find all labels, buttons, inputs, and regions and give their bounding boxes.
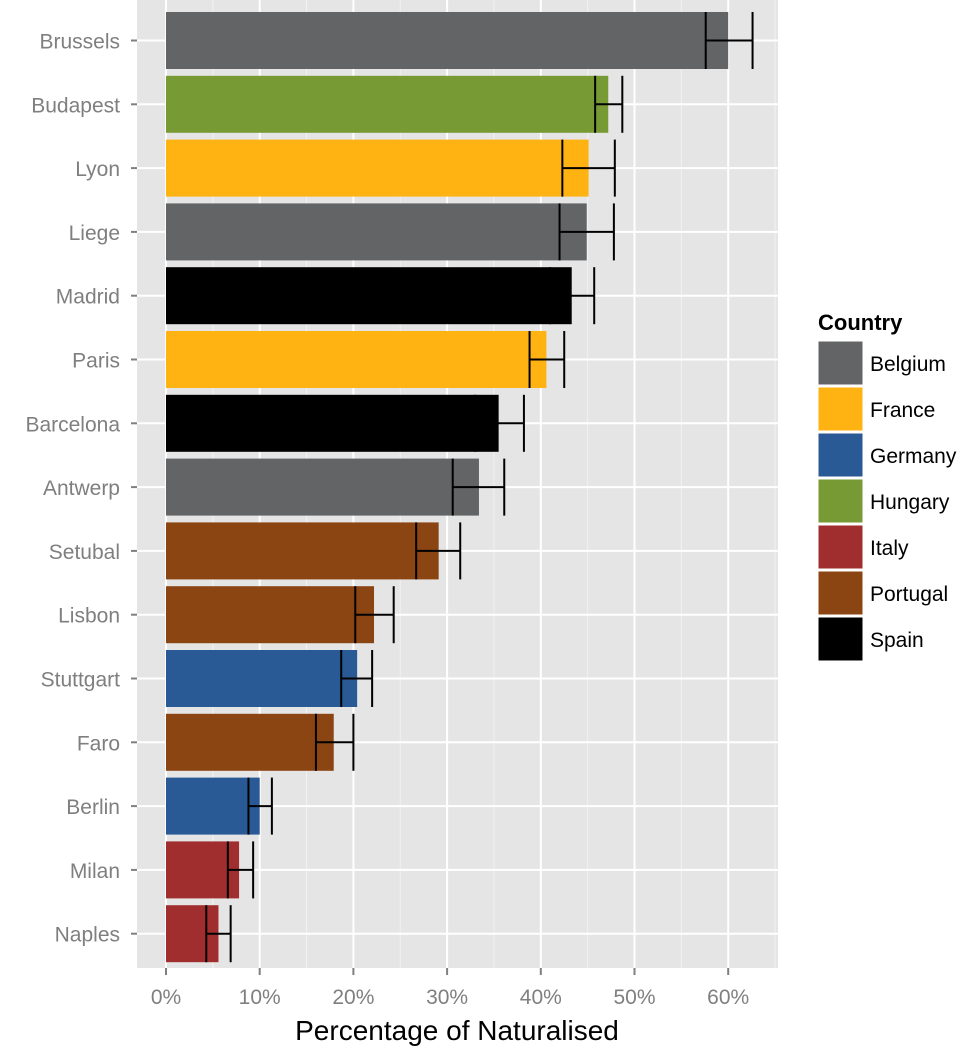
x-tick-label: 60% (707, 986, 749, 1009)
y-tick-label: Naples (55, 924, 120, 947)
x-tick-label: 40% (520, 986, 562, 1009)
x-tick-label: 20% (332, 986, 374, 1009)
legend-label-germany: Germany (870, 445, 957, 468)
bar-barcelona (166, 394, 499, 452)
bar-lyon (166, 139, 589, 197)
x-axis-title: Percentage of Naturalised (295, 1015, 619, 1046)
bar-liege (166, 203, 587, 261)
legend-swatch-spain (817, 616, 864, 662)
y-tick-label: Faro (77, 732, 120, 755)
y-tick-label: Milan (70, 860, 120, 883)
legend-swatch-france (817, 386, 864, 432)
x-tick-label: 0% (151, 986, 181, 1009)
y-tick-label: Lyon (75, 158, 120, 181)
legend-label-spain: Spain (870, 629, 924, 652)
y-tick-label: Lisbon (58, 605, 120, 628)
bar-brussels (166, 12, 729, 69)
legend-title: Country (818, 310, 903, 335)
y-tick-label: Madrid (56, 286, 120, 309)
legend-swatch-germany (817, 432, 864, 478)
error-bars-group (205, 12, 754, 963)
bar-paris (166, 331, 547, 388)
y-tick-label: Antwerp (43, 477, 120, 500)
y-tick-label: Berlin (66, 796, 120, 819)
legend-label-italy: Italy (870, 537, 909, 560)
bar-stuttgart (166, 650, 358, 707)
bar-faro (166, 713, 334, 771)
legend-label-belgium: Belgium (870, 353, 946, 376)
x-axis: 0% 10% 20% 30% 40% 50% 60% (151, 968, 749, 1009)
bar-budapest (166, 75, 609, 133)
bar-madrid (166, 267, 572, 325)
legend-swatch-italy (817, 524, 864, 570)
legend-label-france: France (870, 399, 935, 422)
legend: Country Belgium France Germany Hungary Italy… (817, 310, 957, 662)
y-tick-label: Stuttgart (41, 669, 121, 692)
x-tick-label: 30% (426, 986, 468, 1009)
y-tick-label: Setubal (49, 541, 120, 564)
bar-berlin (166, 777, 260, 835)
y-tick-label: Brussels (39, 31, 120, 54)
bars-group (166, 12, 729, 963)
bar-setubal (166, 522, 439, 580)
y-tick-label: Budapest (31, 94, 120, 117)
y-tick-label: Paris (72, 350, 120, 373)
legend-label-hungary: Hungary (870, 491, 950, 514)
bar-lisbon (166, 586, 375, 644)
y-axis: Brussels Budapest Lyon Liege Madrid Paris Barc… (25, 31, 137, 947)
legend-swatch-portugal (817, 570, 864, 616)
bar-antwerp (166, 458, 479, 516)
y-tick-label: Liege (69, 222, 120, 245)
x-tick-label: 50% (613, 986, 655, 1009)
legend-swatch-hungary (817, 478, 864, 524)
y-tick-label: Barcelona (25, 413, 120, 436)
legend-label-portugal: Portugal (870, 583, 948, 606)
legend-swatch-belgium (817, 340, 864, 386)
x-tick-label: 10% (239, 986, 281, 1009)
